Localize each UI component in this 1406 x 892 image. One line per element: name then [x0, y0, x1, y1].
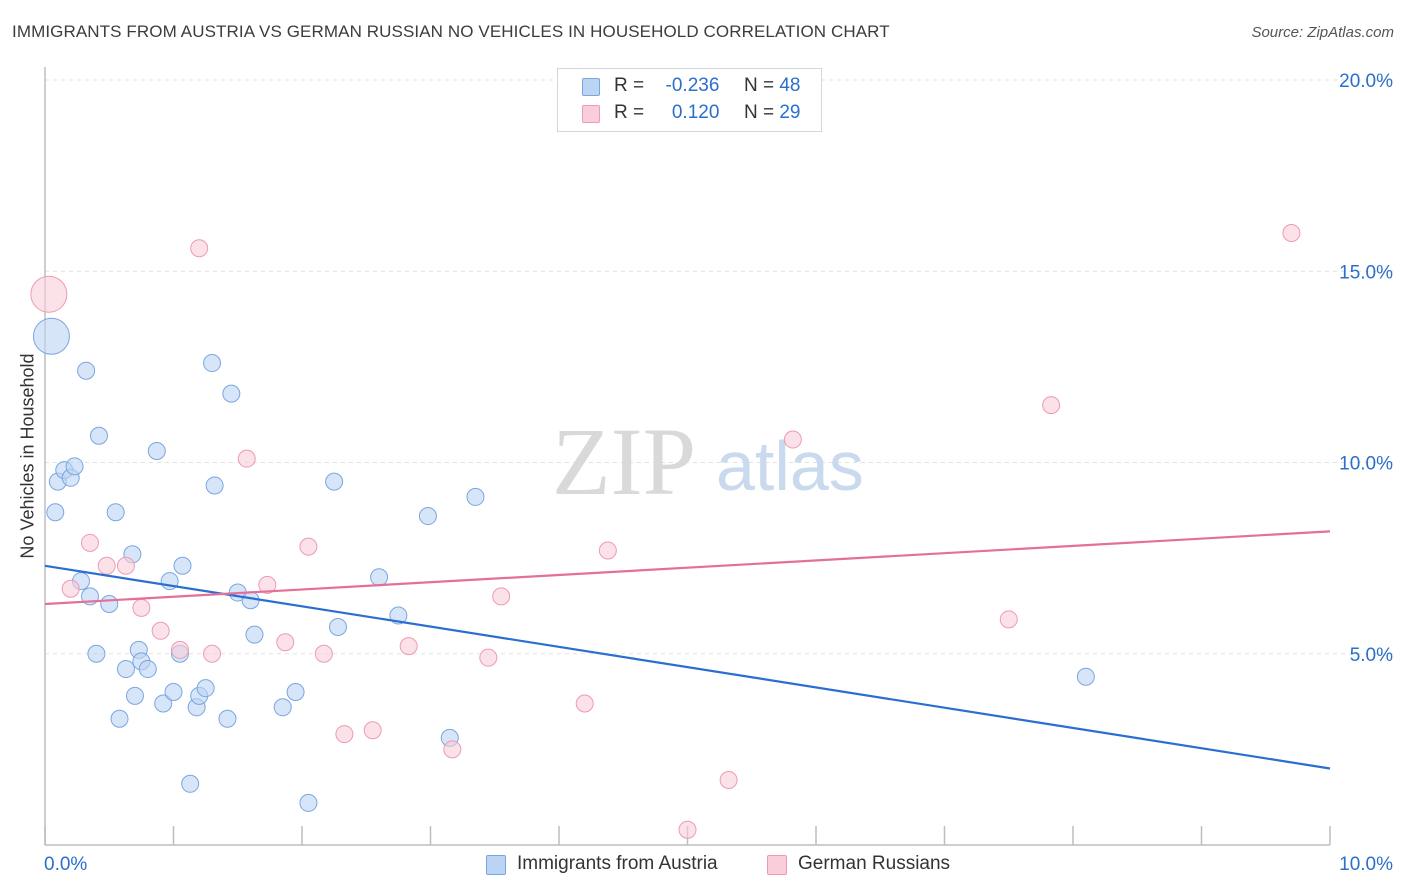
austria-point [138, 660, 157, 679]
german-russian-trend-line [44, 530, 1331, 606]
german-russian-point [299, 537, 318, 556]
german-russian-point [203, 644, 222, 663]
german-russian-point [443, 740, 462, 759]
austria-point [196, 679, 215, 698]
german-russian-point [132, 598, 151, 617]
austria-point [273, 698, 292, 717]
series-name-german-russian: German Russians [798, 853, 951, 874]
german-russian-point [97, 556, 116, 575]
r-value: 0.120 [671, 102, 720, 123]
austria-point [245, 625, 264, 644]
german-russian-point [190, 239, 209, 258]
german-russian-point [335, 725, 354, 744]
austria-point [370, 568, 389, 587]
x-tick-label: 10.0% [1339, 854, 1393, 875]
austria-point [106, 503, 125, 522]
german-russian-point [116, 556, 135, 575]
grid-layer [45, 79, 1395, 655]
austria-point [147, 442, 166, 461]
german-russian-point [276, 633, 295, 652]
austria-point [286, 683, 305, 701]
german-russian-point [30, 275, 68, 313]
german-russian-point [399, 637, 418, 656]
german-russian-point [258, 575, 277, 594]
austria-point [299, 793, 318, 812]
austria-point [125, 686, 144, 705]
german-russian-point [151, 621, 170, 640]
austria-point [46, 503, 65, 522]
y-axis-label: No Vehicles in Household [17, 353, 38, 559]
austria-point [110, 709, 129, 728]
austria-point [77, 361, 96, 380]
austria-point [154, 694, 173, 713]
german-russian-point [170, 640, 189, 659]
austria-point [89, 426, 108, 445]
watermark: ZIP atlas [552, 408, 864, 515]
y-tick-label: 15.0% [1339, 262, 1393, 283]
chart-title: IMMIGRANTS FROM AUSTRIA VS GERMAN RUSSIA… [12, 22, 890, 41]
german-russian-point [1282, 224, 1301, 242]
tick-labels: 5.0% 10.0% 15.0% 20.0% 0.0% 10.0% [44, 71, 1393, 875]
german-russian-point [575, 694, 594, 713]
points-layer [30, 224, 1301, 839]
austria-point [222, 384, 241, 403]
austria-point [328, 617, 347, 636]
german-russian-point [80, 533, 99, 552]
y-tick-label: 10.0% [1339, 454, 1393, 475]
german-russian-point [678, 820, 697, 839]
n-value: 48 [779, 75, 801, 96]
german-russian-point [314, 644, 333, 663]
watermark-zip: ZIP [552, 408, 696, 515]
german-russian-point [363, 721, 382, 740]
n-label: N = [743, 75, 775, 96]
austria-point [325, 472, 344, 491]
austria-point [218, 709, 237, 728]
austria-point [164, 683, 183, 701]
axis-layer [44, 67, 1331, 846]
austria-point [418, 507, 437, 526]
german-russian-point [719, 770, 738, 789]
austria-point [100, 595, 119, 614]
austria-point [173, 556, 192, 575]
austria-point [181, 774, 200, 793]
german-russian-point [492, 587, 511, 606]
austria-trend-line [44, 564, 1331, 770]
legend-swatch-austria [582, 78, 600, 96]
trend-layer [44, 530, 1331, 770]
austria-point [32, 317, 70, 355]
series-swatch-german-russian [767, 855, 787, 875]
series-swatch-austria [486, 855, 506, 875]
series-name-austria: Immigrants from Austria [517, 853, 718, 874]
german-russian-point [479, 648, 498, 667]
legend-text-austria: R = -0.236 N = 48 [614, 75, 800, 97]
austria-point [203, 354, 222, 373]
n-label: N = [743, 102, 775, 123]
y-tick-label: 5.0% [1350, 645, 1393, 666]
source-label: Source: ZipAtlas.com [1251, 24, 1394, 41]
german-russian-point [999, 610, 1018, 629]
legend-swatch-german-russian [582, 105, 600, 123]
austria-point [466, 487, 485, 506]
austria-point [205, 476, 224, 495]
austria-point [65, 457, 84, 476]
r-label: R = [614, 75, 645, 96]
r-value: -0.236 [665, 75, 720, 96]
correlation-legend: R = -0.236 N = 48 R = 0.120 N = 29 [557, 68, 822, 132]
german-russian-point [783, 430, 802, 449]
n-value: 29 [779, 102, 801, 123]
austria-point [116, 660, 135, 679]
r-label: R = [614, 102, 645, 123]
y-tick-label: 20.0% [1339, 71, 1393, 92]
x-tick-label: 0.0% [44, 854, 87, 875]
austria-point [1076, 667, 1095, 686]
legend-text-german-russian: R = 0.120 N = 29 [614, 102, 800, 124]
german-russian-point [598, 541, 617, 560]
german-russian-point [1042, 396, 1061, 415]
austria-point [87, 644, 106, 663]
german-russian-point [237, 449, 256, 468]
german-russian-point [61, 579, 80, 598]
